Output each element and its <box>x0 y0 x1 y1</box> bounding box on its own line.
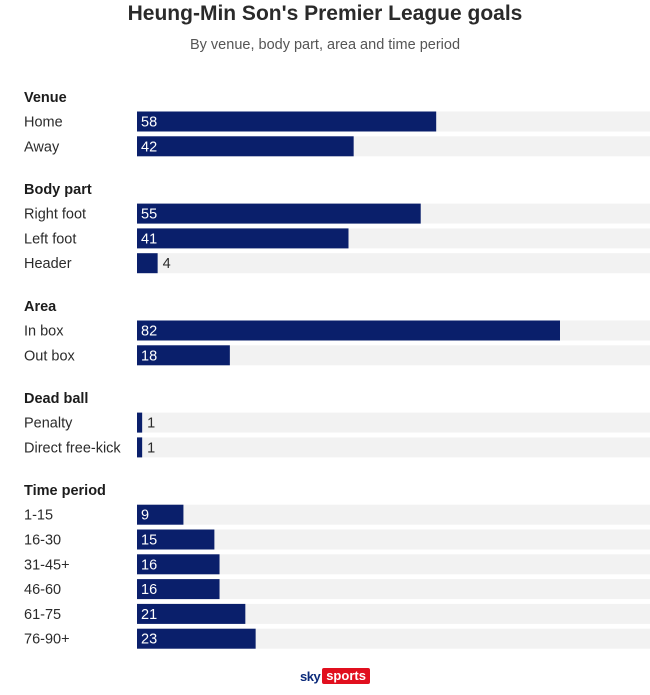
logo-sky-text: sky <box>300 668 321 684</box>
category-label: 76-90+ <box>24 632 70 648</box>
category-label: 16-30 <box>24 533 61 549</box>
bar-track <box>137 628 650 649</box>
bar-track <box>137 603 650 624</box>
group-label: Body part <box>24 182 92 198</box>
bar <box>137 603 246 624</box>
data-label: 1 <box>147 440 155 456</box>
bar-track <box>137 554 650 575</box>
data-label: 41 <box>141 231 157 247</box>
data-label: 4 <box>163 256 171 272</box>
category-label: Left foot <box>24 231 76 247</box>
bar <box>137 111 437 132</box>
group-label: Venue <box>24 90 67 106</box>
chart-subtitle: By venue, body part, area and time perio… <box>189 37 461 53</box>
bar <box>137 412 143 433</box>
category-label: In box <box>24 324 64 340</box>
data-label: 9 <box>141 508 149 524</box>
bar <box>137 320 560 341</box>
bar <box>137 136 354 157</box>
bar-chart: Venue Home 58 Away 42 Body part Right foot 55 Le… <box>24 90 650 649</box>
category-label: Home <box>24 115 63 131</box>
bar-track <box>137 579 650 600</box>
bar-track <box>137 504 650 525</box>
category-label: 31-45+ <box>24 557 70 573</box>
bar <box>137 345 230 366</box>
logo-sports-text: sports <box>322 668 370 684</box>
data-label: 23 <box>141 632 157 648</box>
group-label: Area <box>24 299 57 315</box>
category-label: Penalty <box>24 416 73 432</box>
bar <box>137 554 220 575</box>
category-label: Header <box>24 256 72 272</box>
bar-track <box>137 529 650 550</box>
data-label: 16 <box>141 557 157 573</box>
bar-track <box>137 253 650 274</box>
bar-track <box>137 412 650 433</box>
data-label: 55 <box>141 207 157 223</box>
data-label: 15 <box>141 533 157 549</box>
bar-track <box>137 437 650 458</box>
bar <box>137 253 158 274</box>
data-label: 82 <box>141 324 157 340</box>
data-label: 18 <box>141 348 157 364</box>
bar <box>137 203 421 224</box>
data-label: 58 <box>141 115 157 131</box>
data-label: 16 <box>141 582 157 598</box>
category-label: Right foot <box>24 207 86 223</box>
bar-track <box>137 345 650 366</box>
data-label: 21 <box>141 607 157 623</box>
bar <box>137 504 184 525</box>
category-label: 1-15 <box>24 508 53 524</box>
bar <box>137 529 215 550</box>
group-label: Dead ball <box>24 391 88 407</box>
category-label: Away <box>24 139 60 155</box>
data-label: 42 <box>141 139 157 155</box>
category-label: Out box <box>24 348 76 364</box>
bar <box>137 579 220 600</box>
data-label: 1 <box>147 416 155 432</box>
bar <box>137 228 349 249</box>
chart-title: Heung-Min Son's Premier League goals <box>127 2 523 25</box>
bar <box>137 437 143 458</box>
group-label: Time period <box>24 483 106 499</box>
category-label: 61-75 <box>24 607 61 623</box>
sky-sports-logo: sky sports <box>300 668 370 684</box>
bar <box>137 628 256 649</box>
category-label: 46-60 <box>24 582 61 598</box>
category-label: Direct free-kick <box>24 440 121 456</box>
